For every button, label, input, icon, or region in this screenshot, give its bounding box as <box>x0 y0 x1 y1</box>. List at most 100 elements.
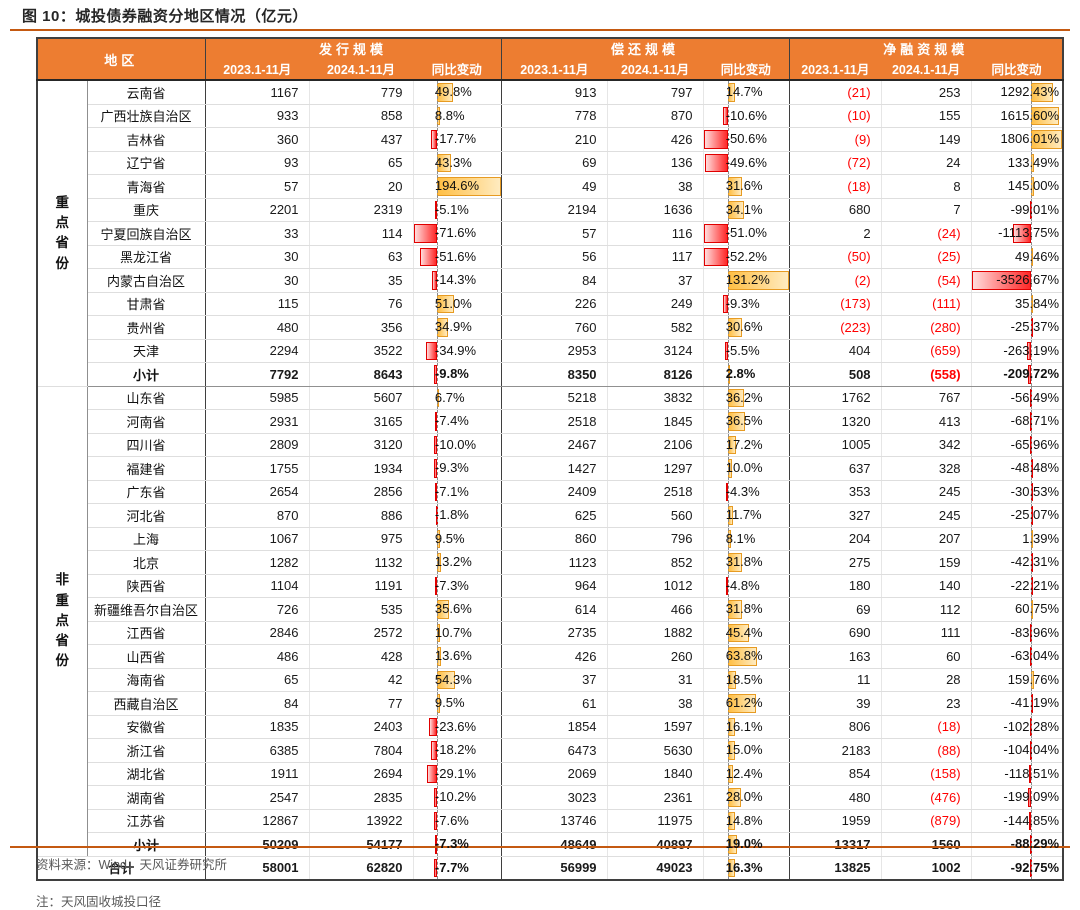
zero-axis <box>1031 480 1033 503</box>
table-row: 河南省 2931 3165 -7.4% 2518 1845 36.5% 1320 413 -68.… <box>37 409 1064 434</box>
change-value: 6.7% <box>434 389 465 405</box>
table-row: 四川省 2809 3120 -10.0% 2467 2106 17.2% 1005 342 -65… <box>37 433 1064 457</box>
change-value: -83.96% <box>1010 624 1060 640</box>
net-change-cell: -25.07% <box>971 503 1064 528</box>
net-2023-cell: (9) <box>789 127 882 152</box>
change-data-bar <box>433 788 437 807</box>
zero-axis <box>727 222 729 245</box>
zero-axis <box>436 739 438 762</box>
net-change-cell: 159.76% <box>971 668 1064 692</box>
zero-axis <box>1031 715 1033 738</box>
change-value: 11.7% <box>725 507 762 522</box>
zero-axis <box>727 457 729 480</box>
repay-2023-cell: 3023 <box>501 785 608 810</box>
net-2024-cell: 245 <box>881 480 972 504</box>
issue-change-cell: -7.4% <box>413 409 502 434</box>
caliber-note: 注：天风固收城投口径 <box>36 895 162 909</box>
repay-2023-cell: 2409 <box>501 480 608 504</box>
repay-2024-cell: 426 <box>607 127 704 152</box>
change-data-bar <box>1029 741 1032 760</box>
zero-axis <box>436 621 438 644</box>
repay-2023-cell: 8350 <box>501 362 608 387</box>
repay-2023-cell: 37 <box>501 668 608 692</box>
change-value: -65.96% <box>1010 436 1060 452</box>
net-2023-cell: 1762 <box>789 386 882 410</box>
net-2024-cell: 159 <box>881 550 972 575</box>
change-value: 51.0% <box>434 295 472 311</box>
issue-2023-cell: 12867 <box>205 809 310 833</box>
zero-axis <box>727 668 729 691</box>
net-change-cell: -22.21% <box>971 574 1064 598</box>
issue-change-cell: -1.8% <box>413 503 502 528</box>
net-2023-cell: 180 <box>789 574 882 598</box>
issue-change-cell: -7.1% <box>413 480 502 504</box>
net-change-cell: 145.00% <box>971 174 1064 199</box>
zero-axis <box>727 692 729 715</box>
zero-axis <box>436 645 438 668</box>
net-2024-cell: 111 <box>881 621 972 645</box>
change-value: -144.85% <box>1003 812 1060 828</box>
net-2024-cell: (280) <box>881 315 972 340</box>
zero-axis <box>1031 128 1033 151</box>
net-change-cell: 35.84% <box>971 292 1064 316</box>
repay-2024-cell: 796 <box>607 527 704 551</box>
net-2023-cell: 680 <box>789 198 882 222</box>
issue-2023-cell: 486 <box>205 644 310 669</box>
zero-axis <box>436 222 438 245</box>
col-header-issue-2024: 2024.1-11月 <box>309 58 414 80</box>
issue-change-cell: -7.6% <box>413 809 502 833</box>
zero-axis <box>1031 786 1033 809</box>
issue-change-cell: 6.7% <box>413 386 502 410</box>
table-row: 重 点 省 份云南省 1167 779 49.8% 913 797 14.7% (21) 253… <box>37 80 1064 387</box>
change-value: 36.5% <box>725 413 763 428</box>
section-label: 非 重 点 省 份 <box>55 572 70 669</box>
repay-change-cell: 15.0% <box>703 738 790 763</box>
change-value: -22.21% <box>1010 577 1060 593</box>
zero-axis <box>1031 81 1033 103</box>
region-cell: 黑龙江省 <box>87 245 206 269</box>
change-value: 13.2% <box>434 554 472 569</box>
change-value: 63.8% <box>725 648 763 663</box>
issue-2024-cell: 3165 <box>309 409 414 434</box>
net-change-cell: 1292.43% <box>971 80 1064 105</box>
zero-axis <box>436 809 438 832</box>
issue-change-cell: 13.6% <box>413 644 502 669</box>
net-2024-cell: 767 <box>881 386 972 410</box>
zero-axis <box>727 269 729 292</box>
region-cell: 河南省 <box>87 409 206 434</box>
issue-2024-cell: 356 <box>309 315 414 340</box>
repay-2023-cell: 69 <box>501 151 608 175</box>
net-2024-cell: 112 <box>881 597 972 622</box>
zero-axis <box>1031 175 1033 198</box>
region-cell: 广东省 <box>87 480 206 504</box>
table-row: 内蒙古自治区 30 35 -14.3% 84 37 131.2% (2) (54) -3526.6… <box>37 268 1064 293</box>
change-data-bar <box>413 224 437 243</box>
col-header-repay-2023: 2023.1-11月 <box>501 58 608 80</box>
zero-axis <box>436 151 438 174</box>
net-change-cell: -92.75% <box>971 855 1064 881</box>
issue-2024-cell: 2694 <box>309 762 414 786</box>
change-data-bar <box>425 341 437 360</box>
issue-change-cell: -10.0% <box>413 433 502 457</box>
change-value: -7.1% <box>434 483 469 499</box>
zero-axis <box>436 316 438 339</box>
issue-2023-cell: 1067 <box>205 527 310 551</box>
zero-axis <box>1031 762 1033 785</box>
net-2023-cell: 13317 <box>789 832 882 857</box>
issue-2024-cell: 5607 <box>309 386 414 410</box>
change-value: 133.49% <box>1007 154 1060 170</box>
issue-change-cell: -9.8% <box>413 362 502 387</box>
change-data-bar <box>434 858 437 877</box>
change-value: 17.2% <box>725 436 763 452</box>
net-2024-cell: 328 <box>881 456 972 481</box>
repay-change-cell: -10.6% <box>703 104 790 128</box>
change-value: 36.2% <box>725 389 763 405</box>
change-value: -7.3% <box>434 577 469 593</box>
change-value: -50.6% <box>725 131 767 146</box>
issue-2023-cell: 870 <box>205 503 310 528</box>
change-value: 34.1% <box>725 201 763 217</box>
change-value: 19.0% <box>725 836 763 851</box>
change-value: -118.51% <box>1004 765 1060 781</box>
table-row: 江苏省 12867 13922 -7.6% 13746 11975 14.8% 1959 (87… <box>37 809 1064 833</box>
issue-2024-cell: 1132 <box>309 550 414 575</box>
